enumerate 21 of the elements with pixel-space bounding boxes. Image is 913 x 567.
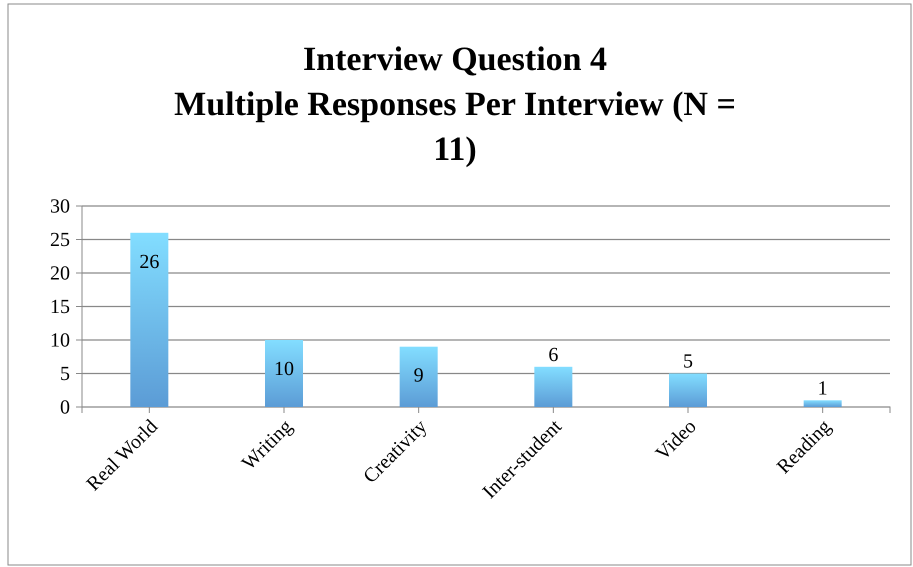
chart-title: Interview Question 4 Multiple Responses Per Interview (N = 11) — [174, 41, 736, 168]
data-label: 10 — [274, 358, 294, 380]
bar — [534, 366, 572, 407]
data-label: 26 — [139, 250, 160, 273]
data-label: 5 — [683, 350, 693, 372]
y-tick-label: 10 — [50, 329, 70, 352]
bar — [400, 346, 438, 407]
data-label: 1 — [818, 377, 828, 400]
y-tick-label: 30 — [50, 195, 70, 218]
bar — [804, 400, 842, 407]
bar — [130, 232, 168, 407]
bar — [265, 340, 303, 407]
y-tick-label: 5 — [60, 362, 70, 385]
y-tick-label: 20 — [50, 262, 70, 284]
data-label: 6 — [548, 344, 558, 366]
bar — [669, 374, 707, 407]
y-tick-label: 25 — [50, 228, 70, 251]
data-label: 9 — [414, 364, 424, 387]
x-tick-label: Video — [651, 415, 701, 465]
y-tick-label: 15 — [50, 296, 70, 318]
y-tick-label: 0 — [60, 396, 70, 418]
